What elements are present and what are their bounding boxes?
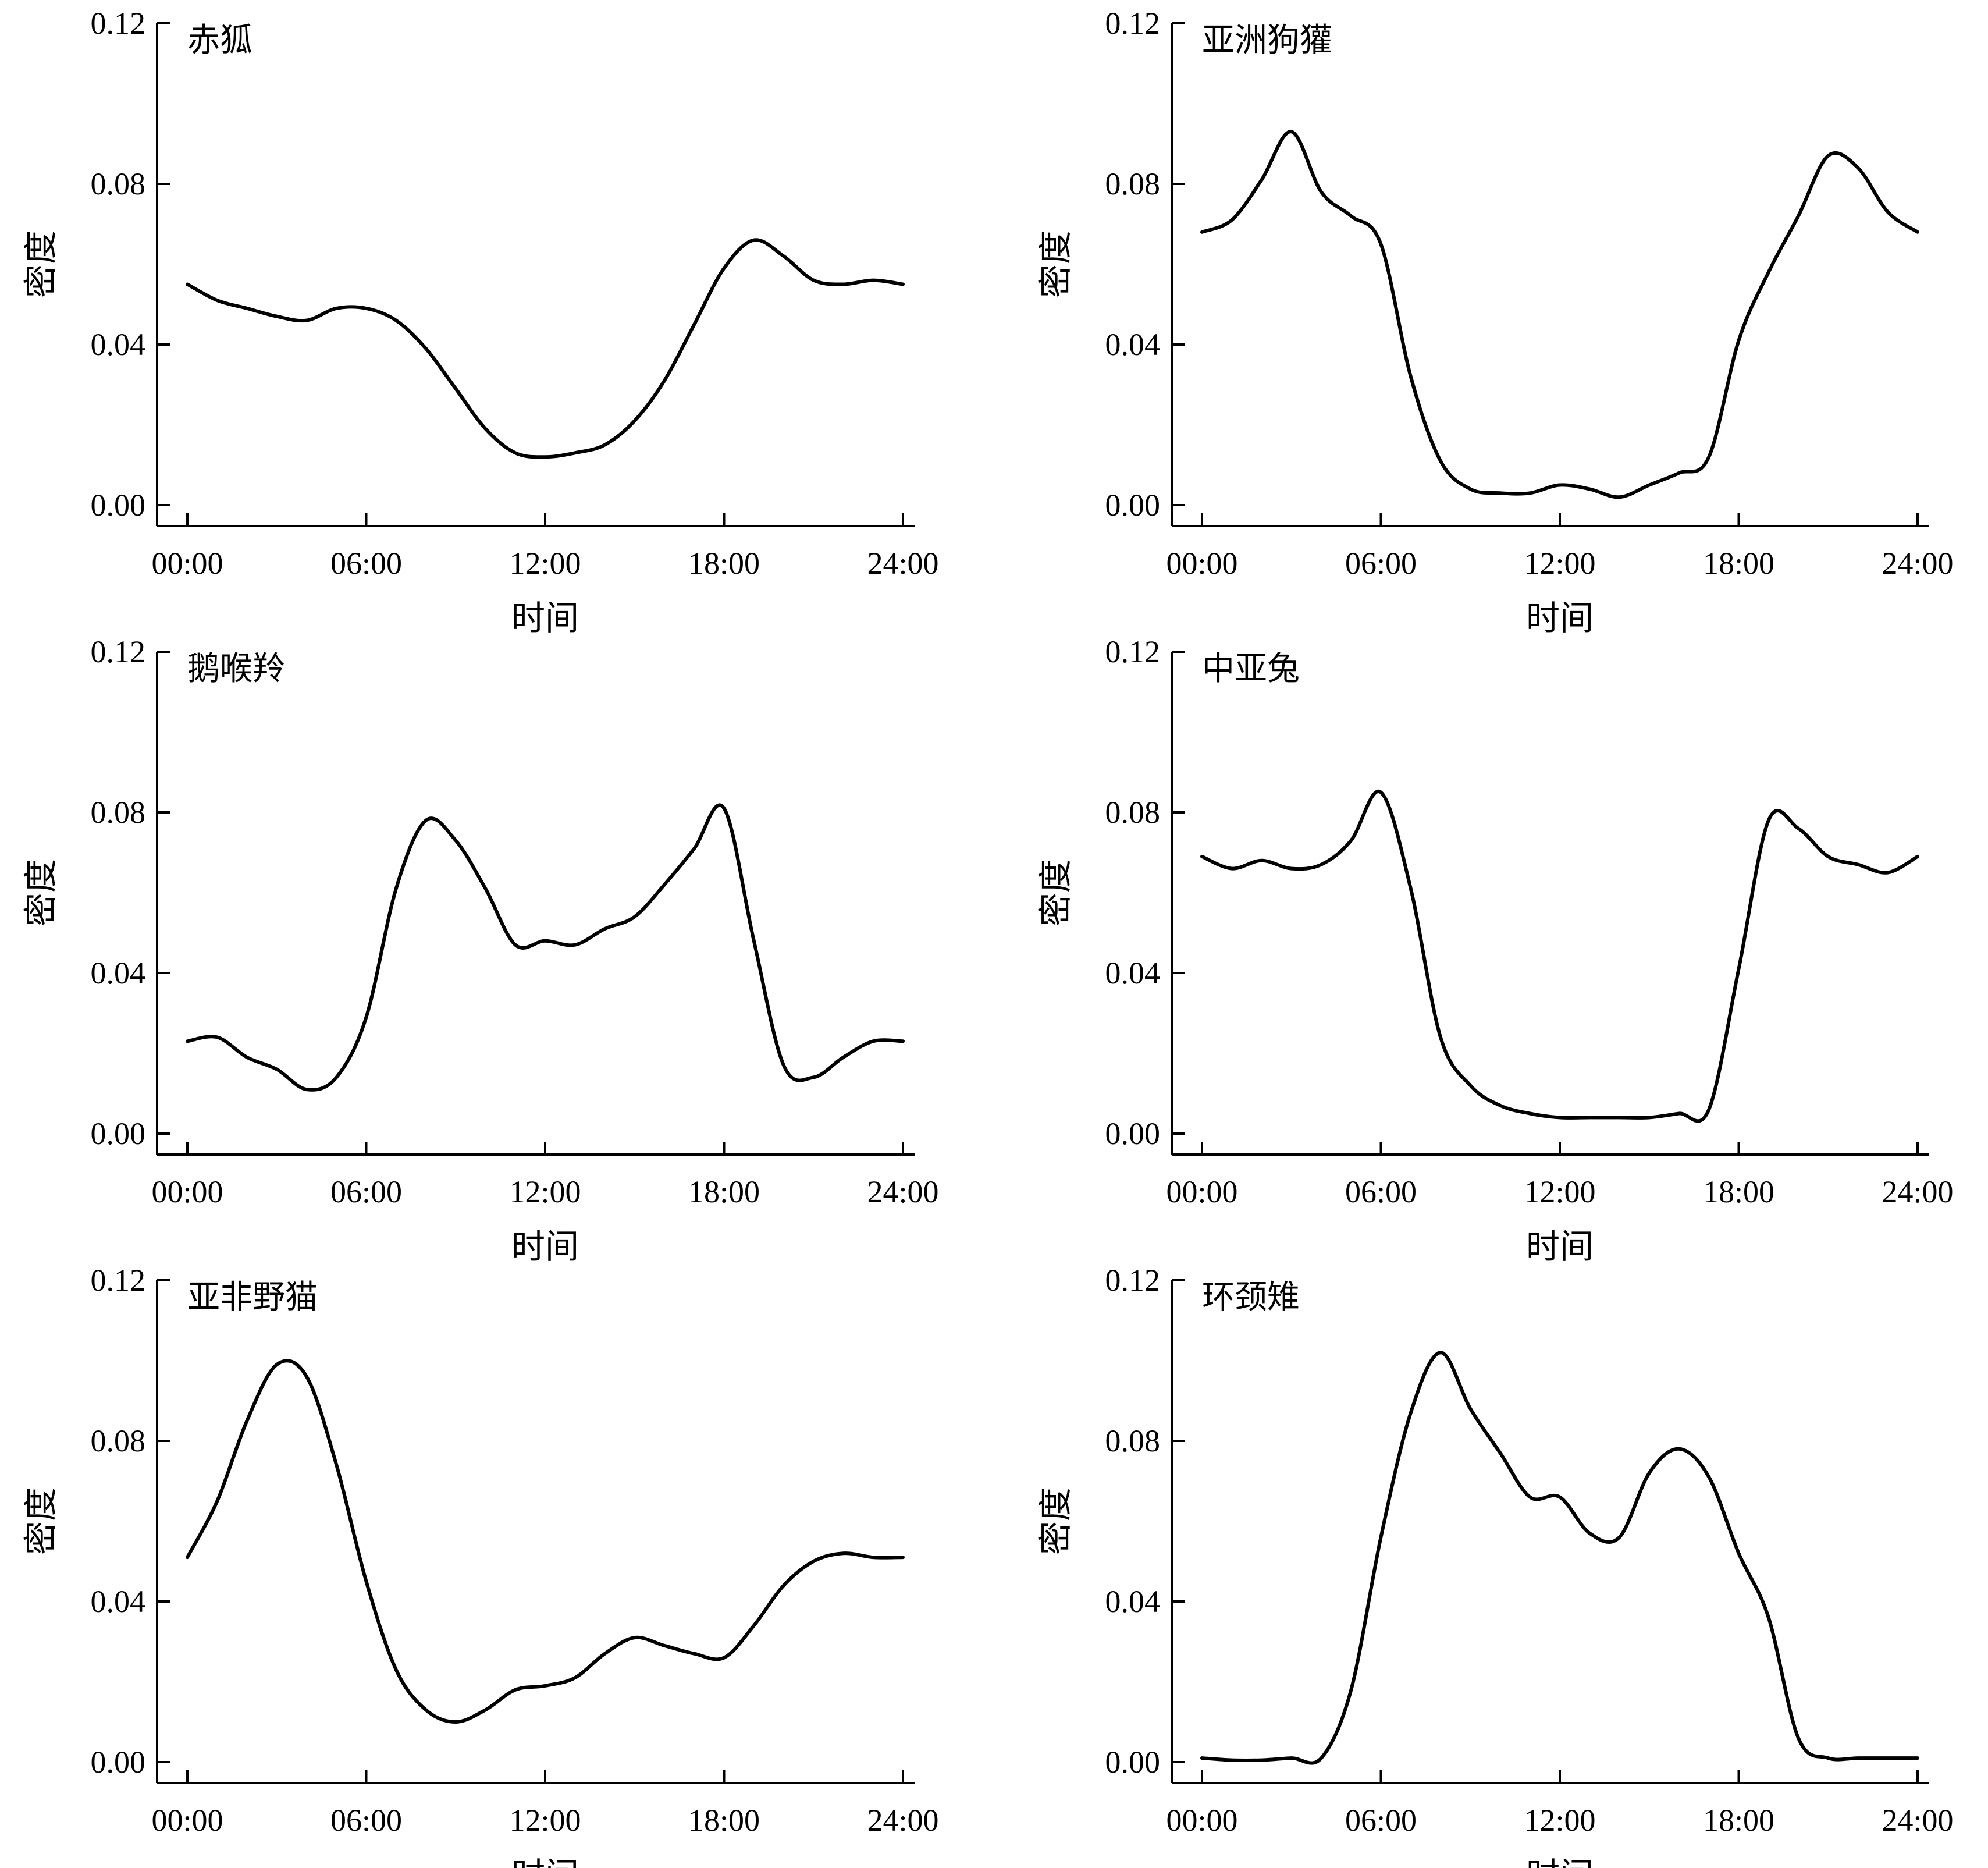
x-axis-label: 时间 [1526,1855,1594,1868]
y-tick-label: 0.12 [1105,1263,1161,1298]
y-tick-label: 0.12 [91,1263,146,1298]
x-tick-label: 12:00 [509,1803,581,1838]
x-tick-label: 24:00 [867,1174,938,1209]
panel-title: 亚洲狗獾 [1202,22,1332,59]
x-axis-label: 时间 [511,1227,579,1266]
panel-title: 鹅喉羚 [187,650,285,688]
y-tick-label: 0.00 [91,488,146,523]
x-tick-label: 06:00 [1345,546,1417,581]
x-tick-label: 12:00 [1524,1174,1595,1209]
y-axis-label: 密度 [1036,230,1075,298]
density-curve-1 [1200,130,1919,499]
x-tick-label: 18:00 [688,1174,760,1209]
y-tick-label: 0.08 [91,795,146,830]
x-tick-label: 12:00 [509,1174,581,1209]
y-tick-label: 0.00 [91,1745,146,1780]
y-axis-label: 密度 [21,1487,61,1555]
y-tick-label: 0.12 [1105,6,1161,41]
x-tick-label: 12:00 [1524,1803,1595,1838]
x-tick-label: 18:00 [688,1803,760,1838]
x-tick-label: 06:00 [330,546,402,581]
x-tick-label: 18:00 [1703,546,1774,581]
x-tick-label: 00:00 [1166,546,1237,581]
y-axis-label: 密度 [21,859,61,926]
y-tick-label: 0.08 [91,166,146,201]
y-tick-label: 0.12 [1105,634,1161,669]
x-tick-label: 24:00 [867,546,938,581]
x-tick-label: 00:00 [1166,1803,1237,1838]
panel-title: 亚非野猫 [187,1279,318,1316]
y-tick-label: 0.00 [1105,488,1161,523]
y-tick-label: 0.04 [91,327,146,362]
y-tick-label: 0.04 [1105,956,1161,990]
panel-title: 中亚兔 [1202,650,1300,688]
chart-panel-5: 0.00 0.04 0.08 0.12 00:00 06:00 12:00 18:00 24:0… [21,1263,939,1868]
y-tick-label: 0.00 [1105,1116,1161,1151]
chart-panel-1: 0.00 0.04 0.08 0.12 00:00 06:00 12:00 18:00 24:0… [21,6,939,638]
y-axis-label: 密度 [1036,859,1075,926]
chart-panel-4: 0.00 0.04 0.08 0.12 00:00 06:00 12:00 18:00 24:0… [1036,634,1954,1266]
y-tick-label: 0.00 [91,1116,146,1151]
x-tick-label: 06:00 [1345,1174,1417,1209]
chart-panel-2: 0.00 0.04 0.08 0.12 00:00 06:00 12:00 18:00 24:0… [1036,6,1954,638]
x-tick-label: 24:00 [867,1803,938,1838]
panels: 0.00 0.04 0.08 0.12 00:00 06:00 12:00 18:00 24:0… [21,6,1954,1868]
y-tick-label: 0.12 [91,634,146,669]
density-curve-1 [1200,789,1919,1123]
density-curve-1 [1200,1351,1919,1765]
x-axis-label: 时间 [1526,598,1594,638]
x-axis-label: 时间 [511,598,579,638]
x-tick-label: 24:00 [1882,546,1953,581]
y-tick-label: 0.04 [1105,327,1161,362]
x-tick-label: 06:00 [1345,1803,1417,1838]
panel-title: 赤狐 [187,22,252,59]
y-axis-label: 密度 [1036,1487,1075,1555]
x-tick-label: 12:00 [509,546,581,581]
y-tick-label: 0.04 [1105,1584,1161,1619]
chart-panel-6: 0.00 0.04 0.08 0.12 00:00 06:00 12:00 18:00 24:0… [1036,1263,1954,1868]
y-tick-label: 0.08 [91,1423,146,1458]
x-tick-label: 18:00 [1703,1803,1774,1838]
x-tick-label: 00:00 [151,546,223,581]
chart-panel-3: 0.00 0.04 0.08 0.12 00:00 06:00 12:00 18:00 24:0… [21,634,939,1266]
x-tick-label: 12:00 [1524,546,1595,581]
x-tick-label: 06:00 [330,1174,402,1209]
x-tick-label: 06:00 [330,1803,402,1838]
density-curve-1 [186,803,905,1092]
x-tick-label: 00:00 [151,1803,223,1838]
y-tick-label: 0.08 [1105,795,1161,830]
x-tick-label: 18:00 [1703,1174,1774,1209]
panel-title: 环颈雉 [1202,1279,1300,1316]
x-tick-label: 24:00 [1882,1174,1953,1209]
density-curve-1 [186,1359,905,1724]
density-curve-1 [186,238,905,459]
y-tick-label: 0.12 [91,6,146,41]
x-tick-label: 24:00 [1882,1803,1953,1838]
y-tick-label: 0.08 [1105,1423,1161,1458]
y-axis-label: 密度 [21,230,61,298]
y-tick-label: 0.04 [91,956,146,990]
x-tick-label: 00:00 [1166,1174,1237,1209]
x-tick-label: 00:00 [151,1174,223,1209]
y-tick-label: 0.08 [1105,166,1161,201]
x-axis-label: 时间 [511,1855,579,1868]
y-tick-label: 0.00 [1105,1745,1161,1780]
x-tick-label: 18:00 [688,546,760,581]
y-tick-label: 0.04 [91,1584,146,1619]
x-axis-label: 时间 [1526,1227,1594,1266]
